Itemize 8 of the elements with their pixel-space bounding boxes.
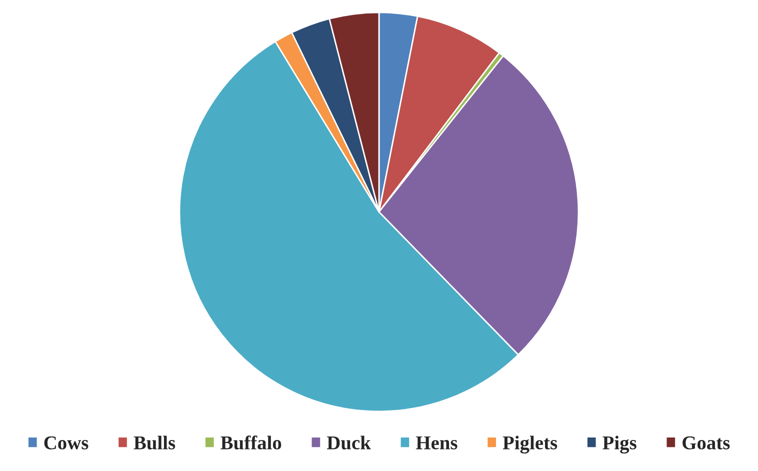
legend-label: Piglets <box>502 436 558 454</box>
legend-label: Buffalo <box>220 436 282 450</box>
legend-label: Duck <box>326 436 371 450</box>
legend-label: Goats <box>682 436 730 450</box>
legend-label: Bulls <box>134 436 176 450</box>
legend-label: Pigs <box>602 436 636 454</box>
legend-label: Hens <box>416 436 458 450</box>
legend-label: Cows <box>44 436 88 450</box>
